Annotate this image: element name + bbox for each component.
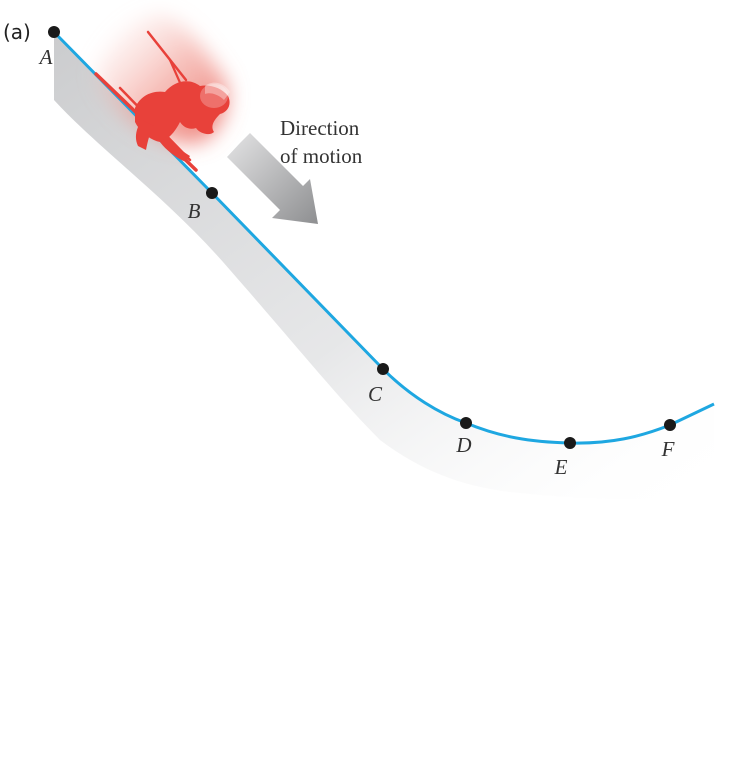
point-f-label: F [661,437,675,461]
panel-label: (a) [3,20,31,44]
direction-arrow [227,133,318,224]
track-points: A B C D E F [38,26,676,479]
skier-figure [94,30,230,172]
point-e-label: E [554,455,568,479]
slope-shading [54,32,714,500]
point-a-label: A [38,45,53,69]
point-d-marker [460,417,472,429]
point-e-marker [564,437,576,449]
point-f-marker [664,419,676,431]
direction-caption: Direction of motion [280,116,365,168]
direction-caption-line-1: Direction [280,116,360,140]
point-d-label: D [455,433,471,457]
direction-caption-line-2: of motion [280,144,363,168]
point-b-label: B [188,199,201,223]
point-a-marker [48,26,60,38]
track-curve [52,30,715,445]
point-c-marker [377,363,389,375]
point-b-marker [206,187,218,199]
point-c-label: C [368,382,383,406]
